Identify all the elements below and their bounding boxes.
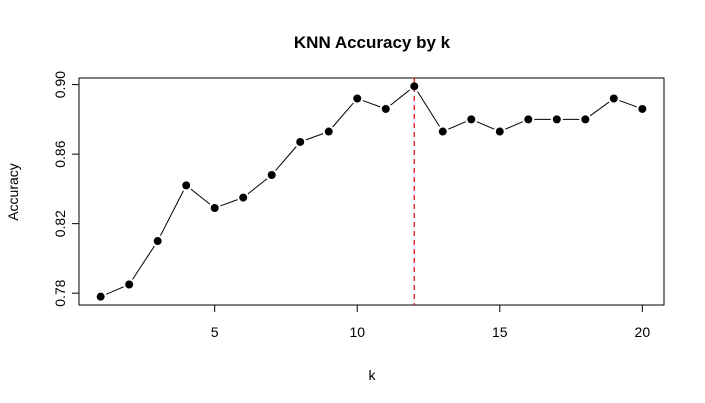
x-tick-label: 10 (349, 324, 365, 340)
data-point (267, 170, 276, 179)
series-line-segment (105, 286, 124, 295)
series-line-segment (305, 133, 324, 141)
series-line-segment (505, 121, 523, 130)
data-point (410, 82, 419, 91)
plot-area: 5 10 15 20 0.78 0.82 0.86 0.90 (52, 71, 665, 340)
data-point (438, 127, 447, 136)
series-line-segment (275, 146, 297, 171)
series-line-segment (362, 100, 381, 108)
series-line-segment (247, 178, 268, 195)
data-point (524, 115, 533, 124)
x-tick-label: 5 (211, 324, 219, 340)
chart-title: KNN Accuracy by k (294, 33, 451, 52)
data-point (324, 127, 333, 136)
series-line-segment (390, 89, 410, 106)
y-tick-label: 0.90 (52, 71, 68, 98)
data-point (182, 181, 191, 190)
data-point (210, 204, 219, 213)
y-tick-label: 0.82 (52, 210, 68, 237)
x-axis-label: k (369, 367, 377, 383)
y-axis-label: Accuracy (5, 163, 21, 221)
series-line-segment (159, 190, 184, 236)
y-tick-label: 0.78 (52, 279, 68, 306)
series-line-segment (332, 102, 354, 128)
data-point (581, 115, 590, 124)
series-line-segment (589, 101, 610, 117)
series-line-segment (476, 121, 495, 130)
data-point (495, 127, 504, 136)
y-tick-label: 0.86 (52, 140, 68, 167)
data-point (467, 115, 476, 124)
series-line-segment (417, 91, 440, 127)
data-point (239, 193, 248, 202)
data-point (96, 292, 105, 301)
series-line-segment (619, 100, 637, 108)
plot-frame (78, 77, 665, 306)
series-line-segment (132, 245, 155, 280)
data-point (353, 94, 362, 103)
data-point (153, 237, 162, 246)
series-line-segment (190, 188, 211, 205)
x-tick-label: 15 (492, 324, 508, 340)
data-point (296, 137, 305, 146)
series-line-segment (448, 121, 466, 130)
data-point (638, 104, 647, 113)
data-point (609, 94, 618, 103)
data-point (381, 104, 390, 113)
data-point (125, 280, 134, 289)
series-line-segment (220, 199, 238, 207)
data-point (552, 115, 561, 124)
x-tick-label: 20 (635, 324, 651, 340)
